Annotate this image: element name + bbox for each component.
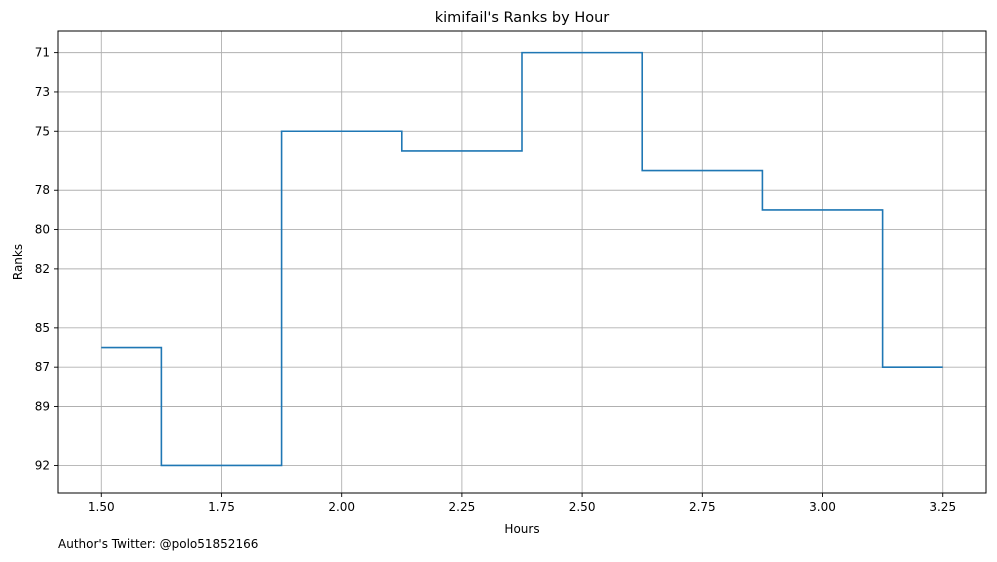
x-tick-label: 2.50: [569, 500, 596, 514]
series-layer: [101, 51, 943, 467]
y-axis-label: Ranks: [11, 244, 25, 280]
grid: [58, 31, 986, 493]
y-tick-label: 73: [35, 85, 50, 99]
x-tick-label: 2.75: [689, 500, 716, 514]
y-tick-label: 82: [35, 262, 50, 276]
y-tick-label: 87: [35, 360, 50, 374]
y-tick-label: 92: [35, 458, 50, 472]
y-tick-label: 80: [35, 223, 50, 237]
y-tick-label: 75: [35, 124, 50, 138]
x-tick-label: 2.25: [449, 500, 476, 514]
x-axis-label: Hours: [504, 522, 539, 536]
x-tick-label: 2.00: [328, 500, 355, 514]
y-tick-label: 71: [35, 46, 50, 60]
plot-frame: [57, 30, 987, 494]
y-tick-label: 85: [35, 321, 50, 335]
author-footnote: Author's Twitter: @polo51852166: [58, 537, 259, 551]
chart-title: kimifail's Ranks by Hour: [435, 10, 610, 26]
x-tick-label: 3.00: [809, 500, 836, 514]
rank-step-line: [101, 51, 943, 467]
x-tick-label: 1.75: [208, 500, 235, 514]
x-tick-label: 1.50: [88, 500, 115, 514]
x-tick-label: 3.25: [929, 500, 956, 514]
x-axis: 1.50 1.75 2.00 2.25 2.50 2.75 3.00 3.25: [88, 493, 956, 514]
y-tick-label: 78: [35, 183, 50, 197]
y-tick-label: 89: [35, 399, 50, 413]
y-axis: 71 73 75 78 80 82 85 87 89 92: [35, 46, 58, 472]
